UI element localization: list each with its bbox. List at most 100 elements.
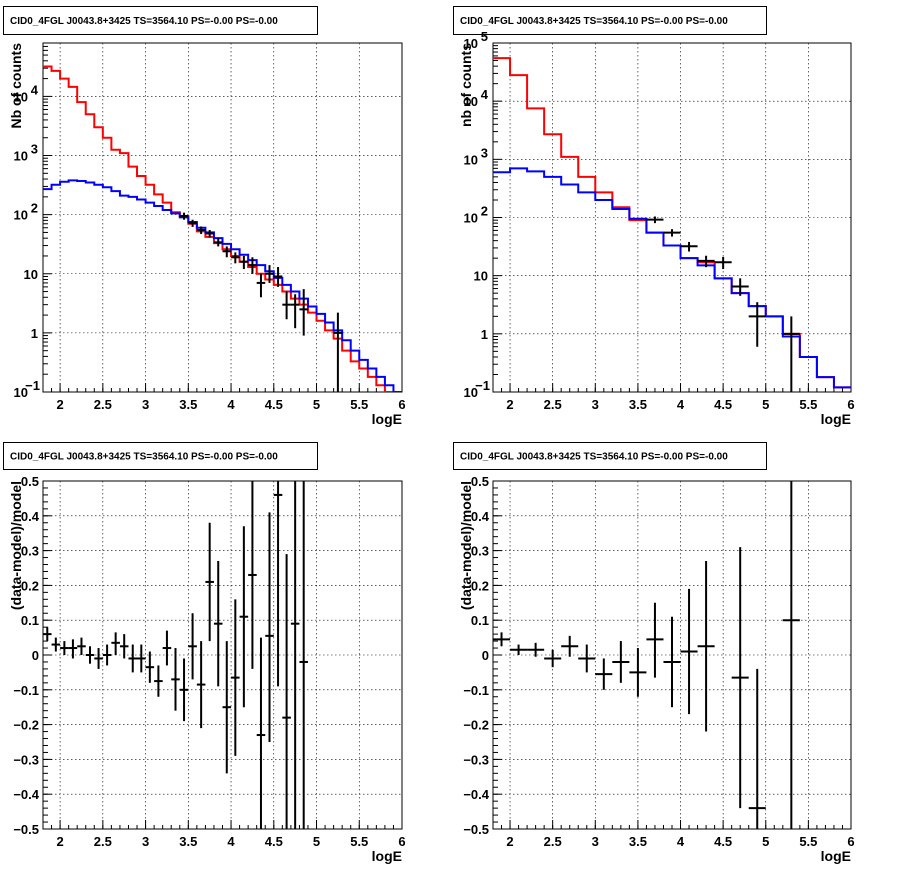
y-tick-label: 1 [31,326,38,341]
data-point-2 [188,219,197,227]
x-tick-label: 5 [762,834,769,849]
y-tick-exponent: 4 [31,82,39,97]
x-tick-label: 3.5 [179,397,197,412]
y-tick-label: 10 [14,208,28,223]
x-axis-label: logE [372,411,402,427]
data-point-8 [102,644,112,666]
x-tick-label: 2 [506,397,513,412]
y-tick-label: 10 [464,152,478,167]
x-tick-label: 4.5 [714,834,732,849]
y-tick-exponent: 4 [481,87,489,102]
chart-panel-1: CID0_4FGL J0043.8+3425 TS=3564.10 PS=-0.… [3,6,406,427]
plot-area [493,57,851,392]
y-tick-label: −0.5 [13,822,39,837]
data-point-11 [128,644,138,673]
y-tick-label: 10 [464,211,478,226]
chart-panel-2: CID0_4FGL J0043.8+3425 TS=3564.10 PS=-0.… [453,6,855,427]
data-point-14 [731,547,749,809]
plot-area [43,481,308,829]
data-point-2 [51,637,61,652]
x-tick-label: 5 [762,397,769,412]
data-point-29 [282,554,291,829]
y-tick-label: −0.2 [13,718,39,733]
data-point-11 [663,616,681,708]
x-tick-label: 2.5 [94,834,112,849]
data-point-6 [731,278,749,296]
y-tick-label: −0.1 [463,683,489,698]
data-point-6 [222,246,232,258]
data-point-15 [748,668,766,829]
data-point-19 [196,641,206,729]
data-point-6 [578,644,596,673]
chart-title: CID0_4FGL J0043.8+3425 TS=3564.10 PS=-0.… [460,16,728,27]
data-point-5 [561,635,579,657]
y-tick-label: 0.1 [21,613,39,628]
data-point-10 [646,602,664,678]
y-tick-label: 10 [474,269,488,284]
y-tick-label: 0 [32,648,39,663]
data-point-1 [646,216,664,224]
y-tick-label: 10 [14,89,28,104]
data-point-4 [697,255,715,268]
data-point-7 [231,252,240,264]
data-point-16 [171,648,180,711]
data-point-7 [94,648,103,669]
data-point-8 [782,316,800,392]
y-axis-label: (data-model)/model [458,481,474,610]
data-point-8 [612,641,630,683]
chart-panel-3: CID0_4FGL J0043.8+3425 TS=3564.10 PS=-0.… [3,442,406,864]
x-tick-label: 6 [398,834,405,849]
data-point-13 [697,561,715,732]
data-point-14 [154,665,163,697]
x-tick-label: 4 [677,834,685,849]
x-tick-label: 4 [227,397,235,412]
y-axis-label: Nb of counts [8,43,24,129]
x-tick-label: 3.5 [629,834,647,849]
data-point-10 [256,273,266,298]
x-tick-label: 5 [313,834,320,849]
y-tick-label: 0.5 [471,474,489,489]
data-point-16 [333,312,343,392]
data-point-4 [68,639,78,659]
data-point-3 [60,641,69,655]
data-point-5 [714,256,732,270]
y-tick-label: 0 [482,648,489,663]
y-tick-label: 0.3 [21,544,39,559]
x-tick-label: 4.5 [714,397,732,412]
y-tick-label: 0.2 [21,578,39,593]
data-point-21 [213,561,223,687]
x-tick-label: 6 [398,397,405,412]
x-tick-label: 4.5 [265,834,283,849]
data-point-12 [273,267,283,287]
x-tick-label: 2 [56,834,63,849]
chart-panel-4: CID0_4FGL J0043.8+3425 TS=3564.10 PS=-0.… [453,442,855,864]
y-axis-label: nb of counts [458,43,474,127]
x-tick-label: 2.5 [544,397,562,412]
x-tick-label: 2 [506,834,513,849]
title-box [453,6,767,35]
data-point-4 [544,649,562,668]
data-point-3 [527,642,545,657]
x-tick-label: 5.5 [799,834,817,849]
plot-area [43,65,402,392]
histogram-line-red [43,65,402,392]
data-point-3 [680,241,698,252]
x-tick-label: 4.5 [265,397,283,412]
y-tick-label: 10 [14,385,28,400]
y-tick-exponent: 5 [481,29,488,44]
data-point-12 [680,588,698,715]
y-tick-exponent: 3 [31,142,38,157]
data-point-12 [137,644,146,673]
chart-title: CID0_4FGL J0043.8+3425 TS=3564.10 PS=-0.… [10,16,278,27]
y-tick-label: 10 [24,267,38,282]
x-tick-label: 2.5 [544,834,562,849]
data-point-5 [77,637,86,655]
y-tick-label: 10 [464,36,478,51]
data-point-13 [145,651,155,683]
y-tick-label: −0.5 [463,822,489,837]
plot-frame [492,480,852,830]
x-tick-label: 3 [142,834,149,849]
y-tick-label: −0.3 [463,752,489,767]
data-point-10 [119,634,129,659]
data-point-24 [239,526,249,708]
